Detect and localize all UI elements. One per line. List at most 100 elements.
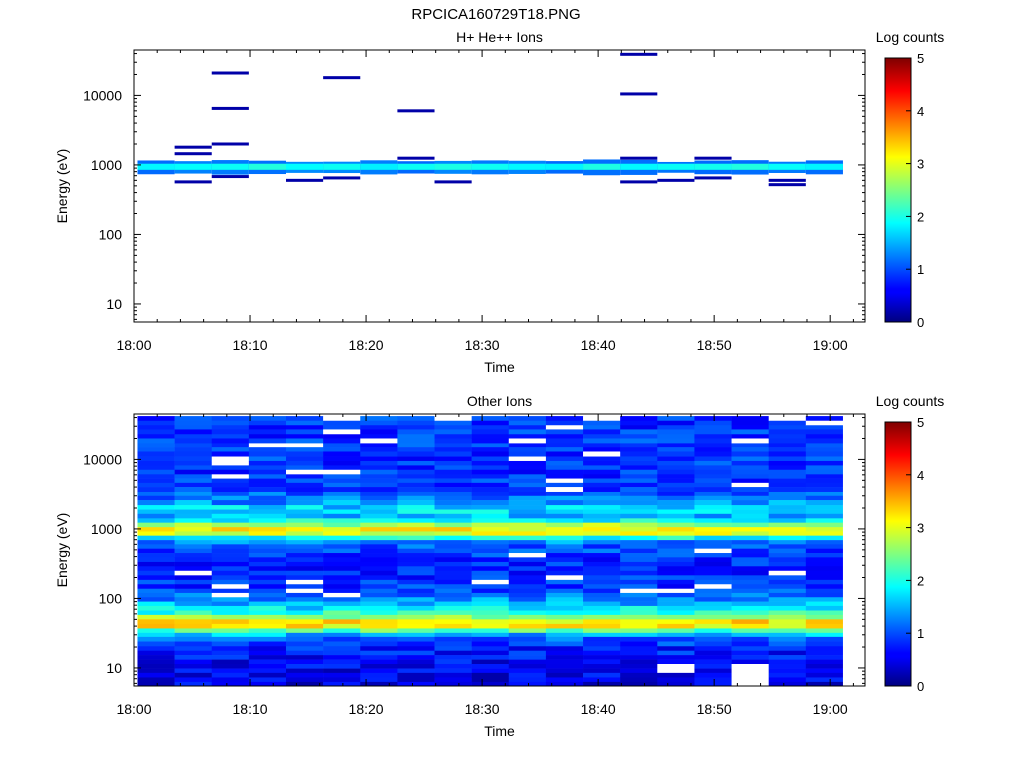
heatmap-cell <box>620 509 658 515</box>
heatmap-cell <box>397 531 435 536</box>
heatmap-cell <box>286 540 324 545</box>
heatmap-cell <box>657 557 695 563</box>
heatmap-cell <box>286 416 324 422</box>
heatmap-cell <box>657 681 695 687</box>
heatmap-cell <box>360 469 398 475</box>
colorbar-tick-label: 4 <box>917 468 924 483</box>
heatmap-cell <box>248 601 287 607</box>
heatmap-cell <box>694 628 732 634</box>
heatmap-cell <box>620 438 658 444</box>
heatmap-cell <box>768 500 807 506</box>
heatmap-cell <box>397 592 435 598</box>
heatmap-cell <box>657 561 695 567</box>
heatmap-cell <box>137 469 175 475</box>
heatmap-cell <box>768 178 806 182</box>
heatmap-cell <box>434 659 472 665</box>
heatmap-cell <box>211 540 250 545</box>
heatmap-cell <box>248 628 287 634</box>
heatmap-cell <box>545 614 584 620</box>
heatmap-cell <box>508 628 547 634</box>
heatmap-cell <box>397 579 435 585</box>
heatmap-cell <box>211 513 250 519</box>
heatmap-cell <box>805 434 844 439</box>
heatmap-cell <box>323 478 361 484</box>
heatmap-cell <box>508 663 547 669</box>
x-tick-label: 18:40 <box>581 701 616 717</box>
heatmap-cell <box>694 566 732 572</box>
heatmap-cell <box>397 584 435 590</box>
heatmap-cell <box>805 518 844 523</box>
heatmap-cell <box>805 614 844 620</box>
heatmap-cell <box>657 566 695 572</box>
heatmap-cell <box>657 178 695 182</box>
heatmap-cell <box>286 460 324 466</box>
heatmap-cell <box>397 527 435 532</box>
heatmap-cell <box>360 561 398 567</box>
heatmap-cell <box>583 518 621 523</box>
heatmap-cell <box>768 540 807 545</box>
heatmap-cell <box>583 469 621 475</box>
heatmap-cell <box>323 482 361 488</box>
heatmap-cell <box>508 614 547 620</box>
heatmap-cell <box>545 505 584 510</box>
heatmap-cell <box>508 505 547 510</box>
heatmap-cell <box>323 505 361 510</box>
heatmap-cell <box>583 420 621 426</box>
heatmap-cell <box>397 429 435 435</box>
heatmap-cell <box>694 522 732 528</box>
heatmap-cell <box>768 469 807 475</box>
heatmap-cell <box>694 487 732 493</box>
heatmap-cell <box>174 553 213 558</box>
heatmap-cell <box>657 513 695 519</box>
heatmap-cell <box>248 632 287 638</box>
heatmap-cell <box>805 659 844 665</box>
heatmap-cell <box>434 605 472 611</box>
heatmap-cell <box>434 548 472 554</box>
heatmap-cell <box>434 636 472 642</box>
heatmap-cell <box>434 460 472 466</box>
heatmap-cell <box>694 605 732 611</box>
heatmap-cell <box>768 434 807 439</box>
heatmap-cell <box>360 575 398 581</box>
heatmap-cell <box>508 513 547 519</box>
heatmap-cell <box>248 527 287 532</box>
heatmap-cell <box>434 597 472 602</box>
heatmap-cell <box>805 610 844 616</box>
heatmap-cell <box>805 487 844 493</box>
heatmap-cell <box>620 491 658 497</box>
heatmap-cell <box>694 597 732 602</box>
heatmap-cell <box>471 163 509 170</box>
x-tick-label: 19:00 <box>813 337 848 353</box>
heatmap-cell <box>174 474 213 479</box>
heatmap-cell <box>694 677 732 683</box>
heatmap-cell <box>174 623 213 629</box>
heatmap-cell <box>360 163 398 170</box>
heatmap-cell <box>397 663 435 669</box>
heatmap-cell <box>248 505 287 510</box>
heatmap-cell <box>805 478 844 484</box>
heatmap-cell <box>248 469 287 475</box>
heatmap-cell <box>694 592 732 598</box>
heatmap-cell <box>471 659 510 665</box>
empty-cell <box>731 663 769 686</box>
heatmap-cell <box>768 592 807 598</box>
heatmap-cell <box>583 478 621 484</box>
heatmap-cell <box>211 509 250 515</box>
heatmap-cell <box>657 487 695 493</box>
heatmap-cell <box>583 451 621 457</box>
heatmap-cell <box>248 429 287 435</box>
y-tick-label: 1000 <box>91 521 122 537</box>
heatmap-cell <box>471 460 510 466</box>
heatmap-cell <box>137 605 175 611</box>
heatmap-cell <box>137 487 175 493</box>
heatmap-cell <box>211 663 250 669</box>
heatmap-cell <box>694 456 732 462</box>
heatmap-cell <box>360 668 398 674</box>
heatmap-cell <box>694 540 732 545</box>
heatmap-cell <box>434 500 472 506</box>
heatmap-cell <box>211 623 250 629</box>
heatmap-cell <box>211 677 250 683</box>
heatmap-cell <box>471 605 510 611</box>
heatmap-cell <box>471 623 510 629</box>
heatmap-cell <box>508 535 547 541</box>
